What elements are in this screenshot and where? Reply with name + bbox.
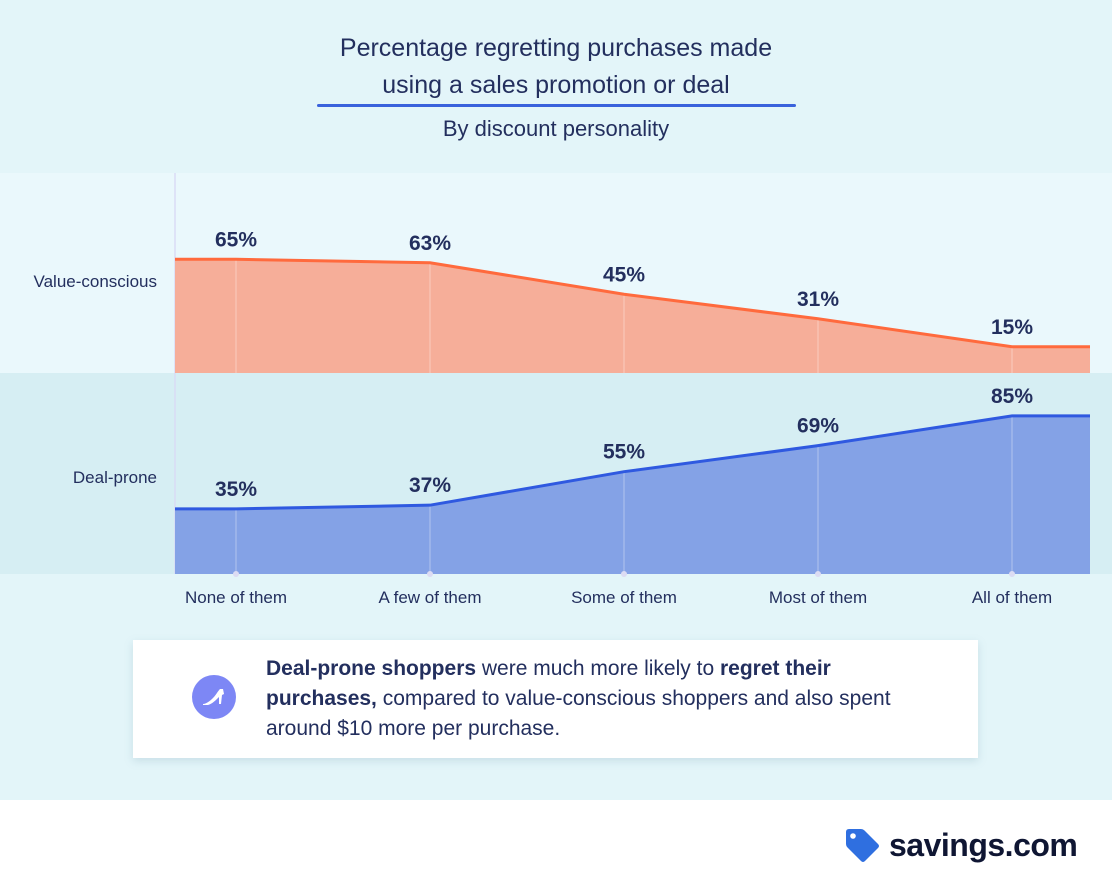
high-heel-shoe-icon <box>192 675 236 719</box>
data-label-deal-prone: 69% <box>797 415 839 438</box>
title-line-1: Percentage regretting purchases made <box>339 34 773 62</box>
data-label-value-conscious: 45% <box>603 263 645 286</box>
callout-bold-regret: regret their purchases, <box>266 657 831 710</box>
chart-title: Percentage regretting purchases made usi… <box>0 30 1112 104</box>
x-tick-label: All of them <box>972 588 1052 607</box>
data-label-deal-prone: 85% <box>991 385 1033 408</box>
x-tick-label: A few of them <box>379 588 482 607</box>
area-value-conscious <box>175 259 1090 373</box>
callout-text-part1: were much more likely to <box>476 657 720 680</box>
row-label-deal-prone: Deal-prone <box>72 468 157 487</box>
callout-text-part2: compared to value-conscious shoppers and… <box>266 687 891 740</box>
brand-name: savings.com <box>889 826 1078 863</box>
data-label-value-conscious: 65% <box>215 228 257 251</box>
x-tick-label: Most of them <box>769 588 867 607</box>
x-tick-dot <box>233 571 239 577</box>
x-tick-dot <box>1009 571 1015 577</box>
x-tick-label: Some of them <box>571 588 677 607</box>
price-tag-icon <box>846 829 879 862</box>
x-tick-dot <box>621 571 627 577</box>
area-chart: 65% 63% 45% 31% 15% 35% 37% 55% 69% 85% None of th… <box>174 173 1090 607</box>
x-tick-label: None of them <box>185 588 287 607</box>
data-label-deal-prone: 55% <box>603 441 645 464</box>
data-label-deal-prone: 37% <box>409 474 451 497</box>
line-deal-prone <box>175 414 1090 511</box>
savings-logo: savings.com <box>843 826 1078 864</box>
data-label-value-conscious: 63% <box>409 232 451 255</box>
row-label-value-conscious: Value-conscious <box>33 272 157 291</box>
data-label-value-conscious: 31% <box>797 288 839 311</box>
callout-bold-deal-prone: Deal-prone shoppers <box>266 657 477 680</box>
callout-text: Deal-prone shoppers were much more likel… <box>266 654 946 744</box>
title-underline <box>317 104 796 107</box>
x-tick-dot <box>815 571 821 577</box>
data-label-deal-prone: 35% <box>215 478 257 501</box>
area-deal-prone <box>175 415 1090 574</box>
x-tick-dot <box>427 571 433 577</box>
line-value-conscious <box>175 257 1090 349</box>
insight-callout <box>133 640 978 758</box>
title-line-2: using a sales promotion or deal <box>382 71 730 99</box>
data-label-value-conscious: 15% <box>991 316 1033 339</box>
chart-subtitle: By discount personality <box>442 116 670 141</box>
